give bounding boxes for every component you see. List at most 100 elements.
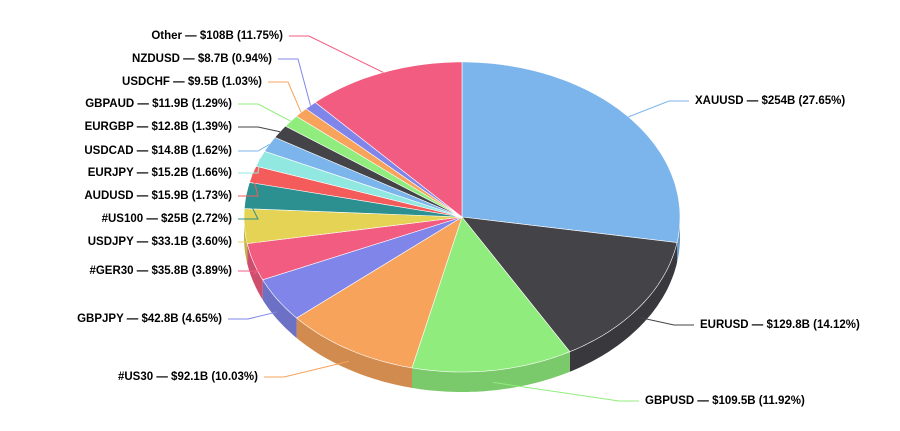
pie-slices <box>243 61 681 373</box>
slice-side <box>569 242 677 372</box>
label-separator: — <box>134 121 152 133</box>
label-name: EURGBP <box>85 121 135 133</box>
slice <box>314 61 463 218</box>
label-value: $8.7B (0.94%) <box>198 53 272 65</box>
slice-side <box>247 243 263 300</box>
label-value: $25B (2.72%) <box>161 213 232 225</box>
label-value: $108B (11.75%) <box>200 30 283 42</box>
labels: XAUUSD — $254B (27.65%) EURUSD — $129.8B … <box>77 30 860 407</box>
data-label: EURUSD — $129.8B (14.12%) <box>700 319 860 331</box>
label-name: USDCHF <box>122 76 170 88</box>
connector <box>238 195 259 220</box>
slice <box>243 208 463 244</box>
data-label: XAUUSD — $254B (27.65%) <box>695 95 845 107</box>
connector <box>228 311 278 320</box>
label-value: $42.8B (4.65%) <box>141 313 222 325</box>
data-label: GBPUSD — $109.5B (11.92%) <box>645 395 805 407</box>
label-separator: — <box>134 190 152 202</box>
data-label: #US100 — $25B (2.72%) <box>102 213 233 225</box>
connector <box>238 126 281 133</box>
label-separator: — <box>134 98 152 110</box>
data-label: #US30 — $92.1B (10.03%) <box>118 371 258 383</box>
connector <box>289 35 384 73</box>
data-label: USDCHF — $9.5B (1.03%) <box>122 76 262 88</box>
connector <box>628 100 689 118</box>
connector <box>238 103 291 122</box>
label-name: #US100 <box>102 213 144 225</box>
label-value: $92.1B (10.03%) <box>171 371 258 383</box>
label-separator: — <box>182 30 200 42</box>
label-name: GBPUSD <box>645 395 694 407</box>
slice <box>284 115 463 218</box>
label-separator: — <box>694 395 712 407</box>
label-value: $254B (27.65%) <box>761 95 845 107</box>
connector <box>268 81 302 113</box>
data-label: GBPJPY — $42.8B (4.65%) <box>77 313 222 325</box>
label-value: $9.5B (1.03%) <box>188 76 262 88</box>
label-value: $35.8B (3.89%) <box>151 265 232 277</box>
label-separator: — <box>153 371 171 383</box>
connector <box>238 143 270 152</box>
label-separator: — <box>134 265 152 277</box>
label-value: $14.8B (1.62%) <box>151 145 232 157</box>
label-value: $15.2B (1.66%) <box>151 167 232 179</box>
label-name: AUDUSD <box>84 190 133 202</box>
label-name: NZDUSD <box>132 53 180 65</box>
data-label: Other — $108B (11.75%) <box>151 30 283 42</box>
slice-side <box>412 351 570 392</box>
slice <box>411 216 571 373</box>
connector <box>238 237 259 243</box>
connector <box>640 317 694 326</box>
slice <box>296 216 463 369</box>
label-value: $109.5B (11.92%) <box>712 395 805 407</box>
label-name: #GER30 <box>89 265 133 277</box>
label-name: EURUSD <box>700 319 749 331</box>
data-label: AUDUSD — $15.9B (1.73%) <box>84 190 232 202</box>
connector <box>492 381 639 402</box>
label-name: USDJPY <box>88 236 134 248</box>
slice-side <box>677 217 680 263</box>
label-name: EURJPY <box>88 167 134 179</box>
label-value: $15.9B (1.73%) <box>151 190 232 202</box>
slice <box>262 216 463 319</box>
label-name: Other <box>151 30 182 42</box>
data-label: USDJPY — $33.1B (3.60%) <box>88 236 232 248</box>
label-value: $33.1B (3.60%) <box>151 236 232 248</box>
connector <box>264 360 349 378</box>
slice <box>246 216 463 281</box>
slice <box>461 216 678 353</box>
pie-sides <box>244 217 680 392</box>
label-value: $12.8B (1.39%) <box>151 121 232 133</box>
label-value: $11.9B (1.29%) <box>152 98 232 110</box>
data-label: #GER30 — $35.8B (3.89%) <box>89 265 232 277</box>
data-label: GBPAUD — $11.9B (1.29%) <box>85 98 232 110</box>
label-name: #US30 <box>118 371 153 383</box>
label-name: XAUUSD <box>695 95 744 107</box>
data-label: NZDUSD — $8.7B (0.94%) <box>132 53 272 65</box>
label-separator: — <box>170 76 188 88</box>
slice <box>461 61 681 243</box>
label-separator: — <box>180 53 198 65</box>
data-label: EURJPY — $15.2B (1.66%) <box>88 167 232 179</box>
label-name: USDCAD <box>84 145 133 157</box>
connector <box>238 158 261 174</box>
connector <box>278 58 311 106</box>
label-separator: — <box>124 313 142 325</box>
data-label: EURGBP — $12.8B (1.39%) <box>85 121 233 133</box>
label-value: $129.8B (14.12%) <box>766 319 860 331</box>
slice-side <box>244 217 248 264</box>
label-name: GBPAUD <box>85 98 134 110</box>
data-label: USDCAD — $14.8B (1.62%) <box>84 145 232 157</box>
connector <box>238 174 259 197</box>
label-separator: — <box>134 167 152 179</box>
label-separator: — <box>744 95 762 107</box>
label-separator: — <box>749 319 767 331</box>
label-separator: — <box>134 145 152 157</box>
slice-side <box>296 318 412 388</box>
slice-side <box>262 279 297 338</box>
label-separator: — <box>134 236 152 248</box>
label-name: GBPJPY <box>77 313 124 325</box>
label-separator: — <box>143 213 161 225</box>
